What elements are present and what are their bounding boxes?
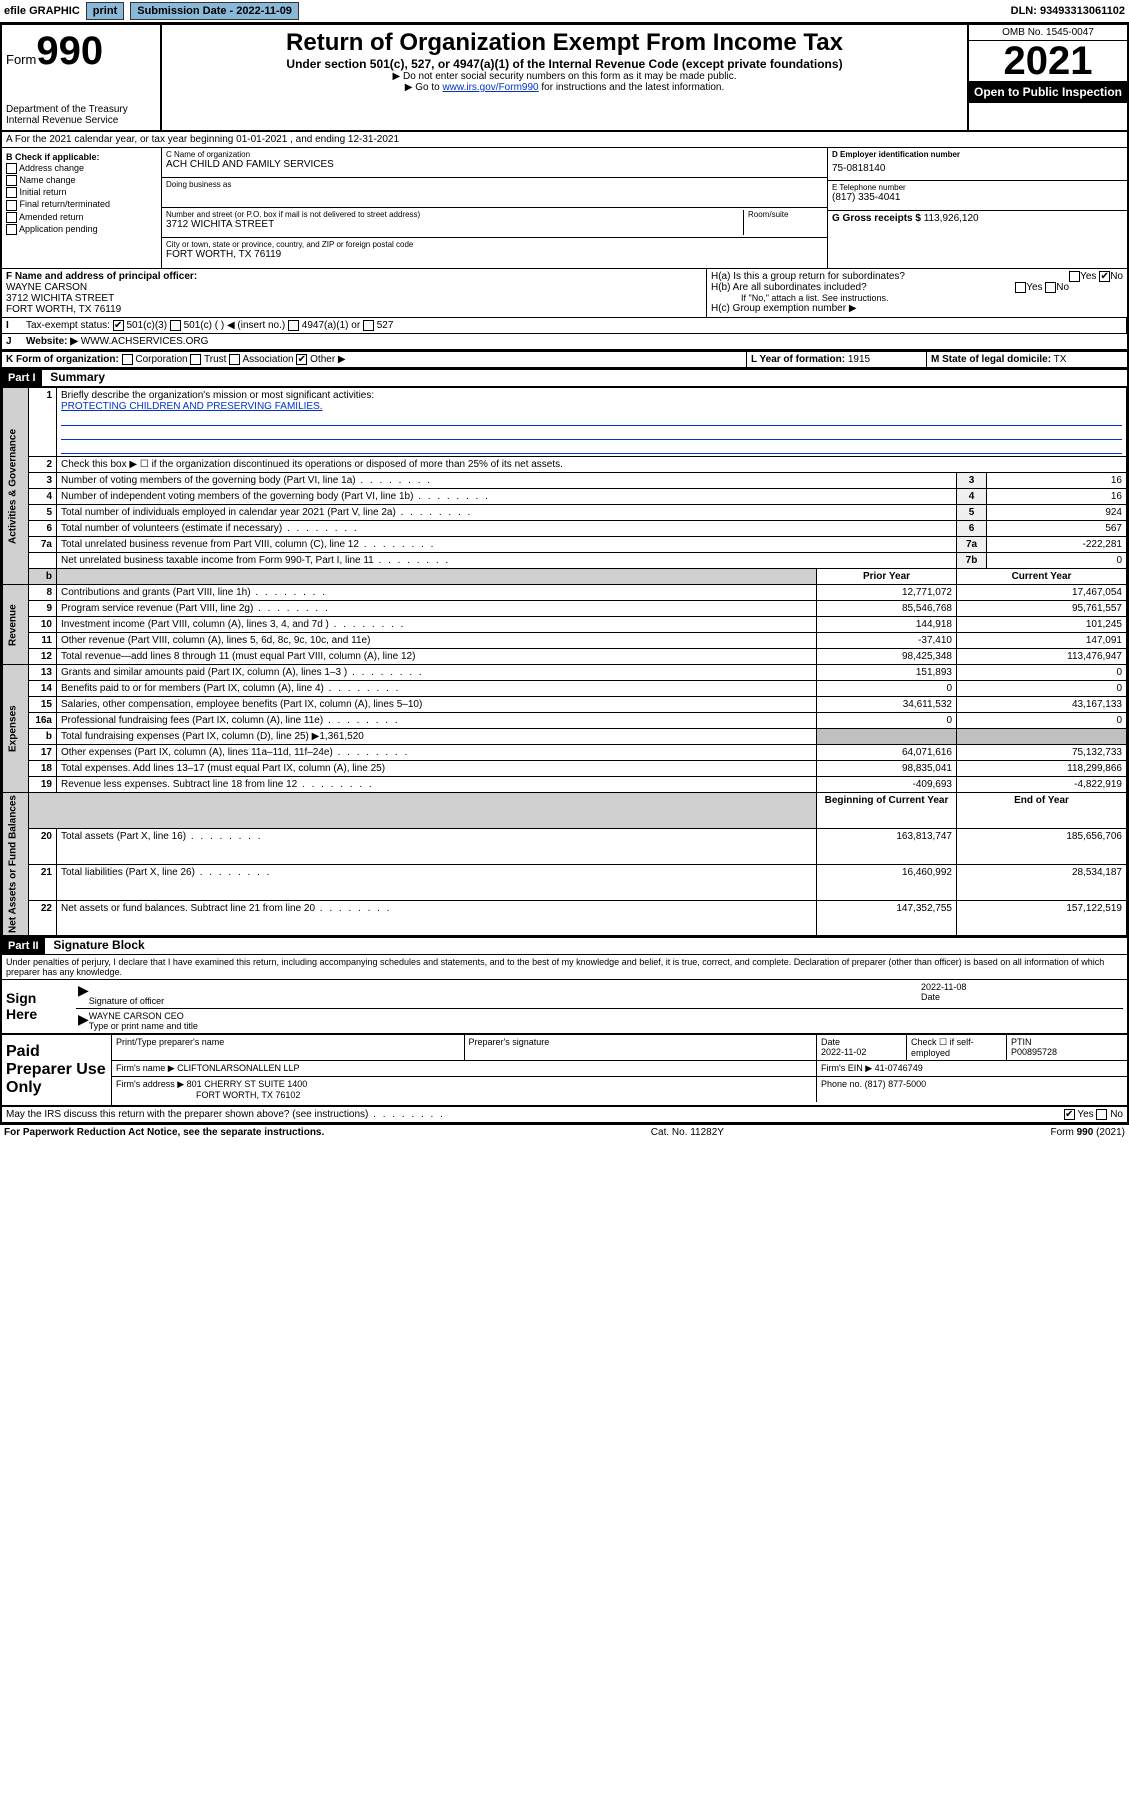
chk-final[interactable]: Final return/terminated (6, 199, 157, 210)
vlabel-net: Net Assets or Fund Balances (3, 793, 29, 936)
part1-header: Part I Summary (2, 368, 1127, 387)
tax-year: 2021 (969, 41, 1127, 81)
section-bcd: B Check if applicable: Address change Na… (2, 148, 1127, 269)
sign-here-block: Sign Here ▶ Signature of officer 2022-11… (2, 980, 1127, 1035)
vlabel-governance: Activities & Governance (3, 388, 29, 585)
val-7b: 0 (987, 553, 1127, 569)
val-voting: 16 (987, 473, 1127, 489)
ptin: P00895728 (1011, 1047, 1057, 1057)
chk-other[interactable] (296, 354, 307, 365)
officer-addr2: FORT WORTH, TX 76119 (6, 304, 702, 315)
efile-label: efile GRAPHIC (4, 5, 80, 17)
phone: (817) 335-4041 (832, 192, 1123, 203)
ssn-note: ▶ Do not enter social security numbers o… (166, 71, 963, 82)
val-indep: 16 (987, 489, 1127, 505)
chk-amended[interactable]: Amended return (6, 212, 157, 223)
website: WWW.ACHSERVICES.ORG (81, 336, 209, 347)
officer-printed: WAYNE CARSON CEO (89, 1011, 1121, 1021)
firm-addr2: FORT WORTH, TX 76102 (116, 1090, 300, 1100)
chk-name[interactable]: Name change (6, 175, 157, 186)
row-fh: F Name and address of principal officer:… (2, 269, 1127, 318)
form-subtitle: Under section 501(c), 527, or 4947(a)(1)… (166, 57, 963, 71)
page-footer: For Paperwork Reduction Act Notice, see … (0, 1125, 1129, 1140)
ha-group-return: H(a) Is this a group return for subordin… (711, 271, 1123, 282)
col-b-checkboxes: B Check if applicable: Address change Na… (2, 148, 162, 268)
ein: 75-0818140 (832, 159, 1123, 178)
chk-assoc[interactable] (229, 354, 240, 365)
year-formation: 1915 (848, 354, 870, 365)
sign-date: 2022-11-08 (921, 982, 1121, 992)
chk-527[interactable] (363, 320, 374, 331)
goto-note: ▶ Go to www.irs.gov/Form990 for instruct… (166, 82, 963, 93)
val-7a: -222,281 (987, 537, 1127, 553)
hc-group-exemption: H(c) Group exemption number ▶ (711, 303, 1123, 314)
val-employed: 924 (987, 505, 1127, 521)
col-c-org: C Name of organization ACH CHILD AND FAM… (162, 148, 827, 268)
summary-table: Activities & Governance 1 Briefly descri… (2, 387, 1127, 936)
chk-address[interactable]: Address change (6, 163, 157, 174)
mission-text: PROTECTING CHILDREN AND PRESERVING FAMIL… (61, 401, 323, 412)
firm-name: CLIFTONLARSONALLEN LLP (177, 1063, 299, 1073)
firm-phone: (817) 877-5000 (865, 1079, 927, 1089)
officer-addr1: 3712 WICHITA STREET (6, 293, 702, 304)
chk-discuss-no[interactable] (1096, 1109, 1107, 1120)
chk-corp[interactable] (122, 354, 133, 365)
submission-date: Submission Date - 2022-11-09 (130, 2, 299, 20)
dln: DLN: 93493313061102 (1011, 5, 1125, 17)
org-name: ACH CHILD AND FAMILY SERVICES (166, 159, 823, 170)
chk-pending[interactable]: Application pending (6, 224, 157, 235)
print-button[interactable]: print (86, 2, 124, 20)
vlabel-revenue: Revenue (3, 585, 29, 665)
row-j: J Website: ▶ WWW.ACHSERVICES.ORG (2, 334, 1127, 350)
chk-501c3[interactable] (113, 320, 124, 331)
officer-name: WAYNE CARSON (6, 282, 702, 293)
form-frame: Form990 Department of the Treasury Inter… (0, 23, 1129, 1125)
declaration: Under penalties of perjury, I declare th… (2, 955, 1127, 980)
arrow-icon: ▶ (78, 982, 89, 1006)
city-state-zip: FORT WORTH, TX 76119 (166, 249, 823, 260)
dept-treasury: Department of the Treasury (6, 104, 156, 115)
firm-ein: 41-0746749 (875, 1063, 923, 1073)
part2-header: Part II Signature Block (2, 936, 1127, 955)
chk-discuss-yes[interactable] (1064, 1109, 1075, 1120)
chk-trust[interactable] (190, 354, 201, 365)
arrow-icon: ▶ (78, 1011, 89, 1031)
street-address: 3712 WICHITA STREET (166, 219, 743, 230)
top-bar: efile GRAPHIC print Submission Date - 20… (0, 0, 1129, 23)
row-a-tax-year: A For the 2021 calendar year, or tax yea… (2, 132, 1127, 148)
hb-subordinates: H(b) Are all subordinates included? Yes … (711, 282, 1123, 293)
form-ref: Form 990 (2021) (1051, 1127, 1125, 1138)
discuss-question: May the IRS discuss this return with the… (2, 1107, 1127, 1123)
chk-501c[interactable] (170, 320, 181, 331)
paid-preparer-block: Paid Preparer Use Only Print/Type prepar… (2, 1035, 1127, 1107)
prep-date: 2022-11-02 (821, 1047, 866, 1057)
state-domicile: TX (1054, 354, 1067, 365)
cat-no: Cat. No. 11282Y (324, 1127, 1050, 1138)
vlabel-expenses: Expenses (3, 665, 29, 793)
irs-label: Internal Revenue Service (6, 115, 156, 126)
firm-addr1: 801 CHERRY ST SUITE 1400 (187, 1079, 308, 1089)
val-volunteers: 567 (987, 521, 1127, 537)
row-i: I Tax-exempt status: 501(c)(3) 501(c) ( … (2, 318, 1127, 334)
form-title: Return of Organization Exempt From Incom… (166, 29, 963, 57)
irs-link[interactable]: www.irs.gov/Form990 (442, 82, 538, 93)
form-header: Form990 Department of the Treasury Inter… (2, 25, 1127, 132)
row-klm: K Form of organization: Corporation Trus… (2, 350, 1127, 368)
form-number: Form990 (6, 29, 156, 74)
chk-4947[interactable] (288, 320, 299, 331)
open-inspection: Open to Public Inspection (969, 81, 1127, 103)
chk-initial[interactable]: Initial return (6, 187, 157, 198)
col-de: D Employer identification number 75-0818… (827, 148, 1127, 268)
gross-receipts: 113,926,120 (924, 213, 979, 224)
